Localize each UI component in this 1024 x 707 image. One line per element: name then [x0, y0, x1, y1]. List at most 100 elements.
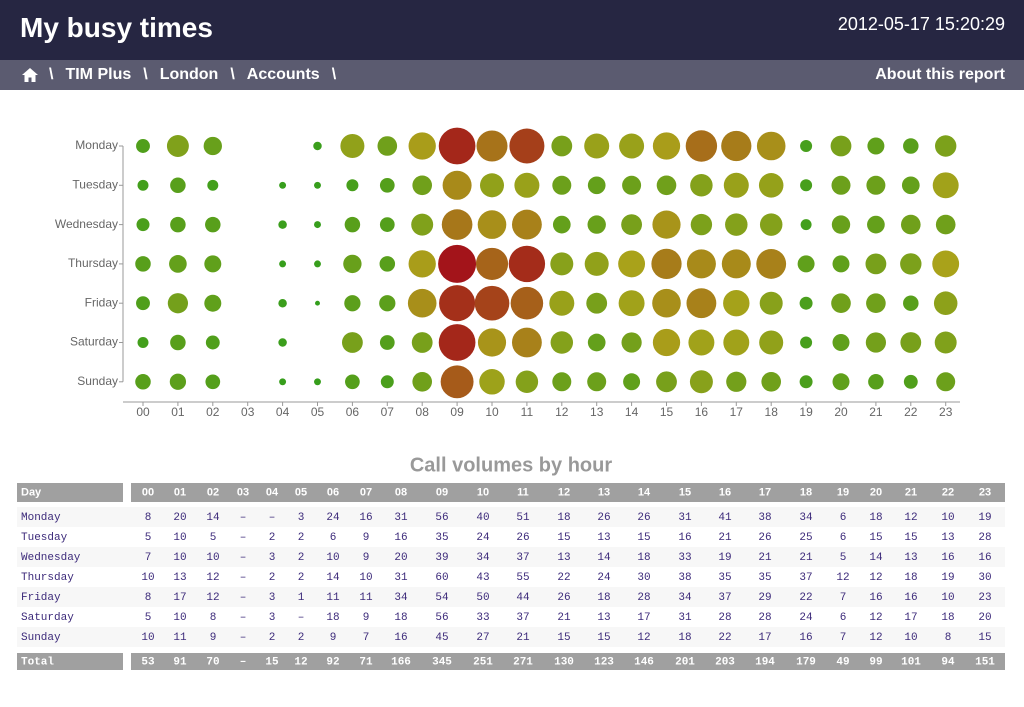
bubble: [756, 131, 786, 161]
cell: 8: [145, 592, 152, 604]
bubble: [621, 214, 643, 236]
bubble: [477, 210, 507, 239]
cell: 19: [941, 572, 954, 584]
bubble: [587, 333, 606, 352]
bubble: [832, 334, 850, 351]
bubble: [166, 135, 189, 157]
cell: 10: [206, 552, 219, 564]
cell: 41: [718, 512, 732, 524]
cell: 16: [359, 512, 372, 524]
cell: 15: [597, 632, 610, 644]
bubble: [621, 332, 642, 353]
cell: 10: [173, 532, 186, 544]
column-header: 04: [266, 486, 279, 498]
bubble: [900, 214, 921, 235]
cell: –: [240, 612, 247, 624]
bubble: [345, 374, 360, 390]
cell: 10: [173, 552, 186, 564]
bubble: [685, 130, 718, 162]
crumb-link[interactable]: TIM Plus: [65, 66, 132, 83]
bubble: [686, 288, 717, 319]
cell: 21: [557, 612, 571, 624]
bubble: [479, 369, 505, 395]
bubble: [509, 128, 545, 164]
bubble: [313, 141, 322, 151]
cell: 14: [597, 552, 611, 564]
bubble: [587, 372, 607, 392]
crumb-link[interactable]: London: [159, 66, 219, 83]
column-header: 15: [679, 486, 691, 498]
column-header: 22: [942, 486, 954, 498]
cell: 2: [269, 632, 276, 644]
cell: 16: [394, 632, 407, 644]
bubble: [623, 373, 641, 391]
cell: 9: [363, 552, 370, 564]
cell: 6: [840, 532, 847, 544]
cell: 43: [476, 572, 489, 584]
x-tick-label: 11: [521, 405, 534, 419]
timestamp: 2012-05-17 15:20:29: [837, 14, 1005, 34]
total-cell: 70: [206, 656, 219, 668]
x-tick-label: 06: [346, 405, 360, 419]
bubble: [438, 324, 476, 361]
bubble: [830, 135, 852, 157]
cell: 12: [869, 632, 882, 644]
cell: 37: [516, 552, 529, 564]
bubble: [900, 253, 922, 275]
total-cell: 179: [796, 656, 816, 668]
cell: 16: [869, 592, 882, 604]
cell: 19: [718, 552, 731, 564]
bubble: [725, 213, 748, 236]
bubble: [439, 285, 476, 322]
cell: 5: [145, 612, 152, 624]
bubble: [800, 336, 813, 349]
bubble: [477, 328, 507, 357]
bubble: [832, 255, 850, 273]
total-cell: 194: [755, 656, 775, 668]
cell: 24: [326, 512, 340, 524]
bubble: [866, 175, 886, 195]
cell: 2: [298, 632, 305, 644]
row-label: Tuesday: [21, 532, 68, 544]
cell: 1: [298, 592, 305, 604]
bubble: [652, 210, 681, 239]
cell: –: [240, 532, 247, 544]
header: My busy times 2012-05-17 15:20:29: [0, 0, 1024, 60]
cell: 16: [941, 552, 954, 564]
crumb-link[interactable]: Accounts: [246, 66, 320, 83]
bubble: [207, 179, 219, 191]
total-cell: 166: [391, 656, 411, 668]
cell: 15: [904, 532, 917, 544]
total-cell: 99: [869, 656, 882, 668]
bubble: [797, 255, 815, 273]
bubble: [441, 209, 473, 240]
cell: 18: [597, 592, 610, 604]
cell: 35: [435, 532, 448, 544]
cell: 34: [799, 512, 813, 524]
bubble: [831, 293, 851, 314]
cell: 60: [435, 572, 448, 584]
bubble: [587, 215, 606, 234]
bubble: [900, 332, 922, 353]
home-icon[interactable]: [21, 67, 39, 83]
cell: 14: [326, 572, 340, 584]
cell: 8: [210, 612, 217, 624]
cell: 13: [597, 612, 610, 624]
cell: 8: [945, 632, 952, 644]
cell: 12: [869, 612, 882, 624]
cell: 33: [476, 612, 489, 624]
bubble: [622, 175, 642, 195]
cell: 17: [904, 612, 917, 624]
column-header: 10: [477, 486, 489, 498]
cell: 18: [394, 612, 407, 624]
cell: –: [240, 632, 247, 644]
row-label: Friday: [21, 592, 61, 604]
bubble: [552, 215, 571, 234]
cell: 7: [145, 552, 152, 564]
bubble: [936, 372, 956, 392]
cell: 11: [359, 592, 373, 604]
separator: \: [331, 66, 337, 83]
cell: 18: [557, 512, 570, 524]
about-link[interactable]: About this report: [875, 66, 1005, 83]
column-header: 16: [719, 486, 731, 498]
